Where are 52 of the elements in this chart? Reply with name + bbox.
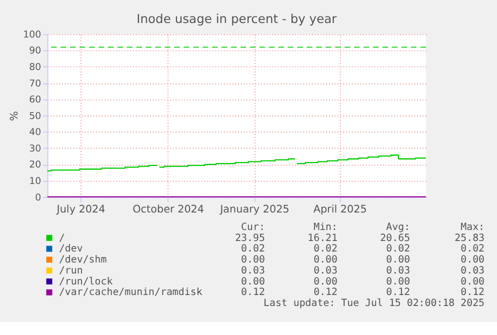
text: 25.83 bbox=[454, 232, 485, 244]
x-tick-label: July 2024 bbox=[56, 204, 106, 216]
y-axis-title: % bbox=[8, 110, 20, 121]
x-tick-label: April 2025 bbox=[313, 204, 367, 216]
legend-label: /var/cache/munin/ramdisk bbox=[58, 287, 202, 298]
legend-label: / bbox=[58, 232, 65, 244]
y-tick-label: 0 bbox=[35, 192, 42, 204]
text: Max: bbox=[460, 222, 485, 233]
text: Cur: bbox=[241, 222, 265, 233]
chart-title: Inode usage in percent - by year bbox=[136, 12, 338, 26]
text: 0.03 bbox=[460, 265, 485, 276]
text: 0.00 bbox=[241, 276, 265, 288]
text: 0.12 bbox=[314, 287, 338, 298]
text: Last update: Tue Jul 15 02:00:18 2025 bbox=[263, 298, 485, 310]
y-tick-label: 60 bbox=[29, 94, 42, 106]
text: 0.00 bbox=[386, 276, 410, 288]
legend-label: /dev bbox=[58, 244, 83, 255]
legend-label: /run/lock bbox=[58, 276, 113, 288]
text: 0.00 bbox=[386, 254, 410, 266]
text: 0.03 bbox=[241, 265, 265, 276]
text: 0.00 bbox=[314, 254, 338, 266]
y-tick-label: 90 bbox=[29, 46, 42, 57]
y-tick-label: 80 bbox=[29, 62, 42, 74]
text: 0.00 bbox=[460, 254, 485, 266]
text: 0.00 bbox=[460, 276, 485, 288]
text: 23.95 bbox=[235, 232, 265, 244]
text: 0.02 bbox=[241, 244, 265, 255]
text: 0.12 bbox=[241, 287, 265, 298]
text: 0.02 bbox=[314, 244, 338, 255]
text: 0.02 bbox=[386, 244, 410, 255]
y-tick-label: 100 bbox=[23, 29, 42, 40]
legend-label: /dev/shm bbox=[58, 254, 107, 266]
y-tick-label: 40 bbox=[29, 127, 42, 138]
y-tick-label: 30 bbox=[29, 143, 42, 154]
text: 0.02 bbox=[460, 244, 485, 255]
text: 16.21 bbox=[308, 232, 338, 244]
text: 0.12 bbox=[460, 287, 485, 298]
text: 0.00 bbox=[241, 254, 265, 266]
text: 0.03 bbox=[314, 265, 338, 276]
y-tick-label: 10 bbox=[29, 176, 42, 188]
x-tick-label: January 2025 bbox=[219, 204, 290, 216]
text: Avg: bbox=[386, 222, 410, 233]
x-tick-label: October 2024 bbox=[132, 204, 204, 216]
text: 0.03 bbox=[386, 265, 410, 276]
text: 0.00 bbox=[314, 276, 338, 288]
legend-label: /run bbox=[58, 265, 83, 276]
y-tick-label: 70 bbox=[29, 78, 42, 90]
y-tick-label: 20 bbox=[29, 160, 42, 171]
text: 20.65 bbox=[380, 232, 410, 244]
text: Min: bbox=[314, 222, 338, 233]
y-tick-label: 50 bbox=[29, 110, 42, 122]
text: 0.12 bbox=[386, 287, 410, 298]
